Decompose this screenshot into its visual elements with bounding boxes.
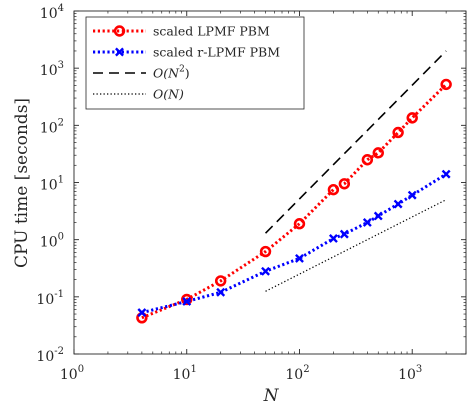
legend-label: scaled r-LPMF PBM — [153, 45, 280, 60]
data-point-series-1-stroke-b — [295, 253, 304, 263]
data-point-series-0 — [406, 112, 418, 124]
data-point-series-0 — [440, 78, 452, 91]
series-line-2 — [264, 50, 447, 234]
data-point-series-1-stroke-b — [362, 218, 372, 227]
data-point-series-0 — [372, 147, 384, 159]
data-point-series-1 — [393, 199, 403, 209]
y-tick-label: 10-1 — [36, 289, 64, 308]
series-line-1 — [141, 172, 447, 315]
data-point-series-1-stroke-b — [137, 308, 147, 318]
x-axis-title: N — [263, 386, 280, 406]
data-point-series-1 — [261, 266, 270, 276]
data-point-series-1 — [339, 229, 349, 239]
data-point-series-1-stroke-b — [407, 190, 417, 200]
data-point-series-1 — [373, 211, 383, 221]
legend-label: O(N) — [153, 87, 184, 102]
y-tick-label: 102 — [40, 117, 64, 136]
data-point-series-1-stroke-b — [216, 287, 226, 297]
data-point-series-1 — [362, 218, 372, 227]
x-tick-label: 103 — [398, 364, 422, 383]
y-tick-label: 10-2 — [36, 346, 64, 365]
data-point-series-0 — [293, 218, 306, 230]
legend: scaled LPMF PBM scaled r-LPMF PBM O(N2) O(N… — [85, 16, 305, 110]
legend-label: O(N2) — [153, 65, 190, 81]
x-tick-label: 102 — [285, 364, 309, 383]
legend-swatch-marker-stroke-b — [115, 47, 124, 57]
y-tick-label: 103 — [40, 60, 64, 79]
y-tick-label: 104 — [40, 3, 64, 22]
data-point-series-0 — [338, 178, 351, 190]
legend-label: scaled LPMF PBM — [153, 24, 270, 39]
data-point-series-1-stroke-b — [441, 169, 451, 179]
data-point-series-0 — [214, 275, 227, 287]
data-point-series-0 — [327, 183, 340, 196]
data-point-series-0 — [259, 245, 272, 258]
y-tick-label: 101 — [40, 175, 64, 194]
data-point-series-1 — [441, 169, 451, 179]
x-tick-label: 101 — [173, 364, 197, 383]
data-point-series-1-stroke-b — [339, 229, 349, 239]
legend-swatch-marker — [113, 25, 126, 37]
data-point-series-0 — [392, 126, 404, 139]
data-point-series-1-stroke-b — [393, 199, 403, 209]
series-line-3 — [265, 199, 447, 292]
tick-layer: 100 101 102 103 10-2 10-1 100 101 102 103 104 — [36, 3, 467, 383]
data-point-series-1 — [216, 287, 226, 297]
data-point-series-1-stroke-b — [328, 234, 338, 243]
data-point-series-1 — [182, 297, 192, 306]
data-point-series-1-stroke-b — [182, 297, 192, 306]
data-point-series-1 — [328, 234, 338, 243]
data-point-series-1-stroke-b — [373, 211, 383, 221]
y-tick-label: 100 — [40, 232, 64, 251]
series-layer — [136, 50, 452, 324]
legend-swatch-marker — [115, 47, 124, 57]
data-point-series-1 — [407, 190, 417, 200]
data-point-series-1 — [137, 308, 147, 318]
data-point-series-1-stroke-b — [261, 266, 270, 276]
data-point-series-0 — [361, 154, 374, 166]
data-point-series-1 — [295, 253, 304, 263]
y-axis-title: CPU time [seconds] — [12, 98, 32, 268]
x-tick-label: 100 — [60, 364, 84, 383]
data-point-series-0 — [181, 293, 193, 306]
